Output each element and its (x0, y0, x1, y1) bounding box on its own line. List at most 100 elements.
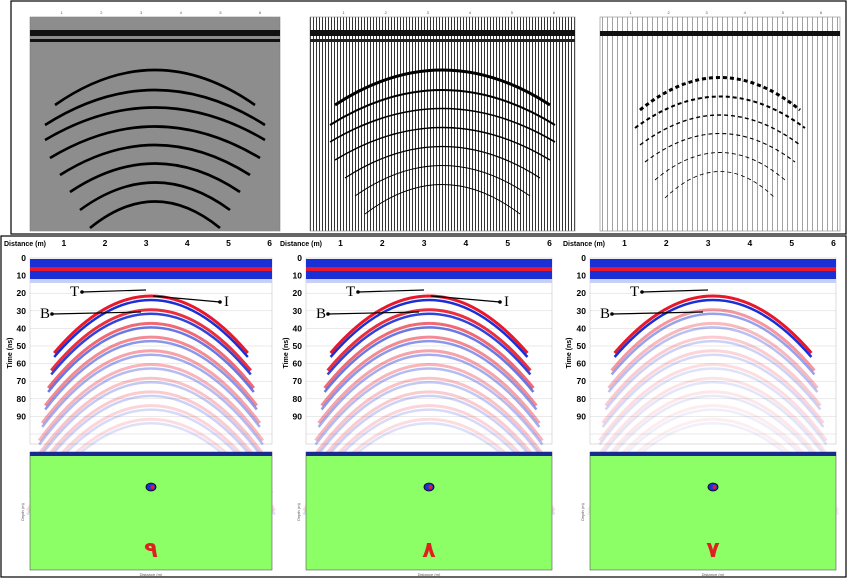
y-tick-label: 60 (577, 359, 587, 369)
x-tick-label: 1 (62, 238, 67, 248)
top-panel-3-tick: 3 (706, 10, 709, 15)
annotation-T: T (70, 284, 79, 300)
y-tick-label: 30 (17, 306, 27, 316)
top-panel-3-tick: 6 (820, 10, 823, 15)
annotation-dot (80, 290, 84, 294)
annotation-leader-I (430, 295, 501, 303)
annotation-B: B (316, 306, 326, 322)
top-panel-3-tick: 1 (629, 10, 632, 15)
hyperbola-red (34, 376, 268, 459)
x-tick-label: 1 (622, 238, 627, 248)
x-tick-label: 2 (664, 238, 669, 248)
hyperbola-red (601, 349, 825, 424)
hyperbola-blue (326, 312, 532, 376)
hyperbola-blue (308, 394, 550, 481)
hyperbola-blue (320, 339, 538, 411)
y-tick-label: 40 (577, 323, 587, 333)
model-row: ٩ Depth (m) Distance (m) ٨ Depth (m) Distance… (20, 451, 837, 577)
model-distance-label: Distance (m) (702, 572, 725, 577)
top-panel-1-tick: 2 (100, 10, 103, 15)
annotation-leader-T (641, 289, 709, 293)
top-panel-2-tick: 2 (385, 10, 388, 15)
y-tick-label: 40 (293, 323, 303, 333)
y-tick-label: 20 (293, 288, 303, 298)
direct-wave-red-line (306, 267, 552, 271)
hyperbola-red (308, 390, 550, 477)
annotation-leader-I (152, 295, 221, 303)
top-panel-3 (599, 16, 841, 232)
y-tick-label: 80 (577, 394, 587, 404)
annotation-leader-B (51, 311, 142, 315)
hyperbola-red (53, 294, 249, 354)
hyperbola-red (595, 376, 831, 459)
direct-wave-tail (590, 279, 836, 283)
hyperbola-red (326, 308, 532, 372)
hyperbola-blue (595, 381, 831, 463)
hyperbola-red (323, 321, 535, 389)
hyperbola-blue (47, 326, 255, 393)
x-tick-label: 3 (422, 238, 427, 248)
x-tick-label: 1 (338, 238, 343, 248)
annotation-dot (498, 300, 502, 304)
buried-target-core (712, 485, 717, 489)
direct-wave-tail (306, 279, 552, 283)
y-tick-label: 90 (17, 411, 27, 421)
top-panel-3-tick: 5 (782, 10, 785, 15)
hyperbola-blue (38, 367, 264, 446)
hyperbola-blue (604, 339, 822, 411)
top-panel-2-frame (309, 16, 576, 232)
hyperbola-blue (35, 381, 267, 463)
x-tick-label: 6 (267, 238, 272, 248)
time-axis-label: Time (ns) (7, 338, 14, 369)
y-tick-label: 10 (17, 271, 27, 281)
bottom-section-frame (0, 235, 847, 578)
top-panel-2-tick: 6 (553, 10, 556, 15)
y-tick-label: 30 (577, 306, 587, 316)
hyperbola-blue (610, 312, 816, 376)
y-tick-label: 70 (577, 376, 587, 386)
direct-wave-red-line (590, 267, 836, 271)
y-tick-label: 40 (17, 323, 27, 333)
hyperbola-blue (329, 298, 529, 358)
annotation-leader-B (611, 311, 704, 315)
top-panel-2-tick: 3 (427, 10, 430, 15)
top-panel-1-direct-wave-2 (30, 39, 280, 42)
hyperbola-blue (32, 394, 270, 481)
radargram-panel-1: Distance (m)Time (ns)1 2 3 4 5 60102030405060… (4, 238, 277, 516)
x-tick-label: 3 (706, 238, 711, 248)
x-tick-label: 6 (831, 238, 836, 248)
distance-axis-label: Distance (m) (563, 241, 605, 248)
annotation-dot (50, 312, 54, 316)
top-panel-2-direct-wave-2 (310, 39, 575, 42)
top-section-frame (10, 0, 847, 235)
x-tick-label: 6 (547, 238, 552, 248)
annotation-dot (640, 290, 644, 294)
y-tick-label: 30 (293, 306, 303, 316)
depth-axis-label: Depth (m) (296, 502, 301, 520)
radargram-panel-3: Distance (m)Time (ns)1 2 3 4 5 60102030405060… (563, 238, 840, 516)
hyperbola-red (47, 322, 255, 389)
y-tick-label: 80 (17, 394, 27, 404)
y-tick-label: 20 (17, 288, 27, 298)
annotation-dot (326, 312, 330, 316)
hyperbola-blue (613, 298, 813, 358)
buried-target-core (428, 485, 433, 489)
distance-axis-label: Distance (m) (4, 241, 46, 248)
y-tick-label: 60 (17, 359, 27, 369)
model-surface-line (306, 452, 552, 456)
hyperbola-red (311, 376, 547, 459)
hyperbola-blue (53, 298, 249, 358)
hyperbola-red (44, 335, 258, 407)
hyperbola-blue (44, 339, 258, 411)
hyperbola-red (31, 390, 271, 477)
top-panel-1-tick: 4 (180, 10, 183, 15)
hyperbola-blue (50, 312, 252, 376)
annotation-dot (218, 300, 222, 304)
time-axis-label: Time (ns) (283, 338, 290, 369)
top-panels-ticks: 1 2 3 4 5 6 1 2 3 4 5 6 1 2 3 4 5 6 (61, 10, 823, 15)
hyperbola-red (317, 349, 541, 424)
model-background (589, 451, 837, 571)
x-tick-label: 5 (226, 238, 231, 248)
x-tick-label: 2 (380, 238, 385, 248)
model-panel-3: ٧ Depth (m) Distance (m) (580, 451, 837, 577)
